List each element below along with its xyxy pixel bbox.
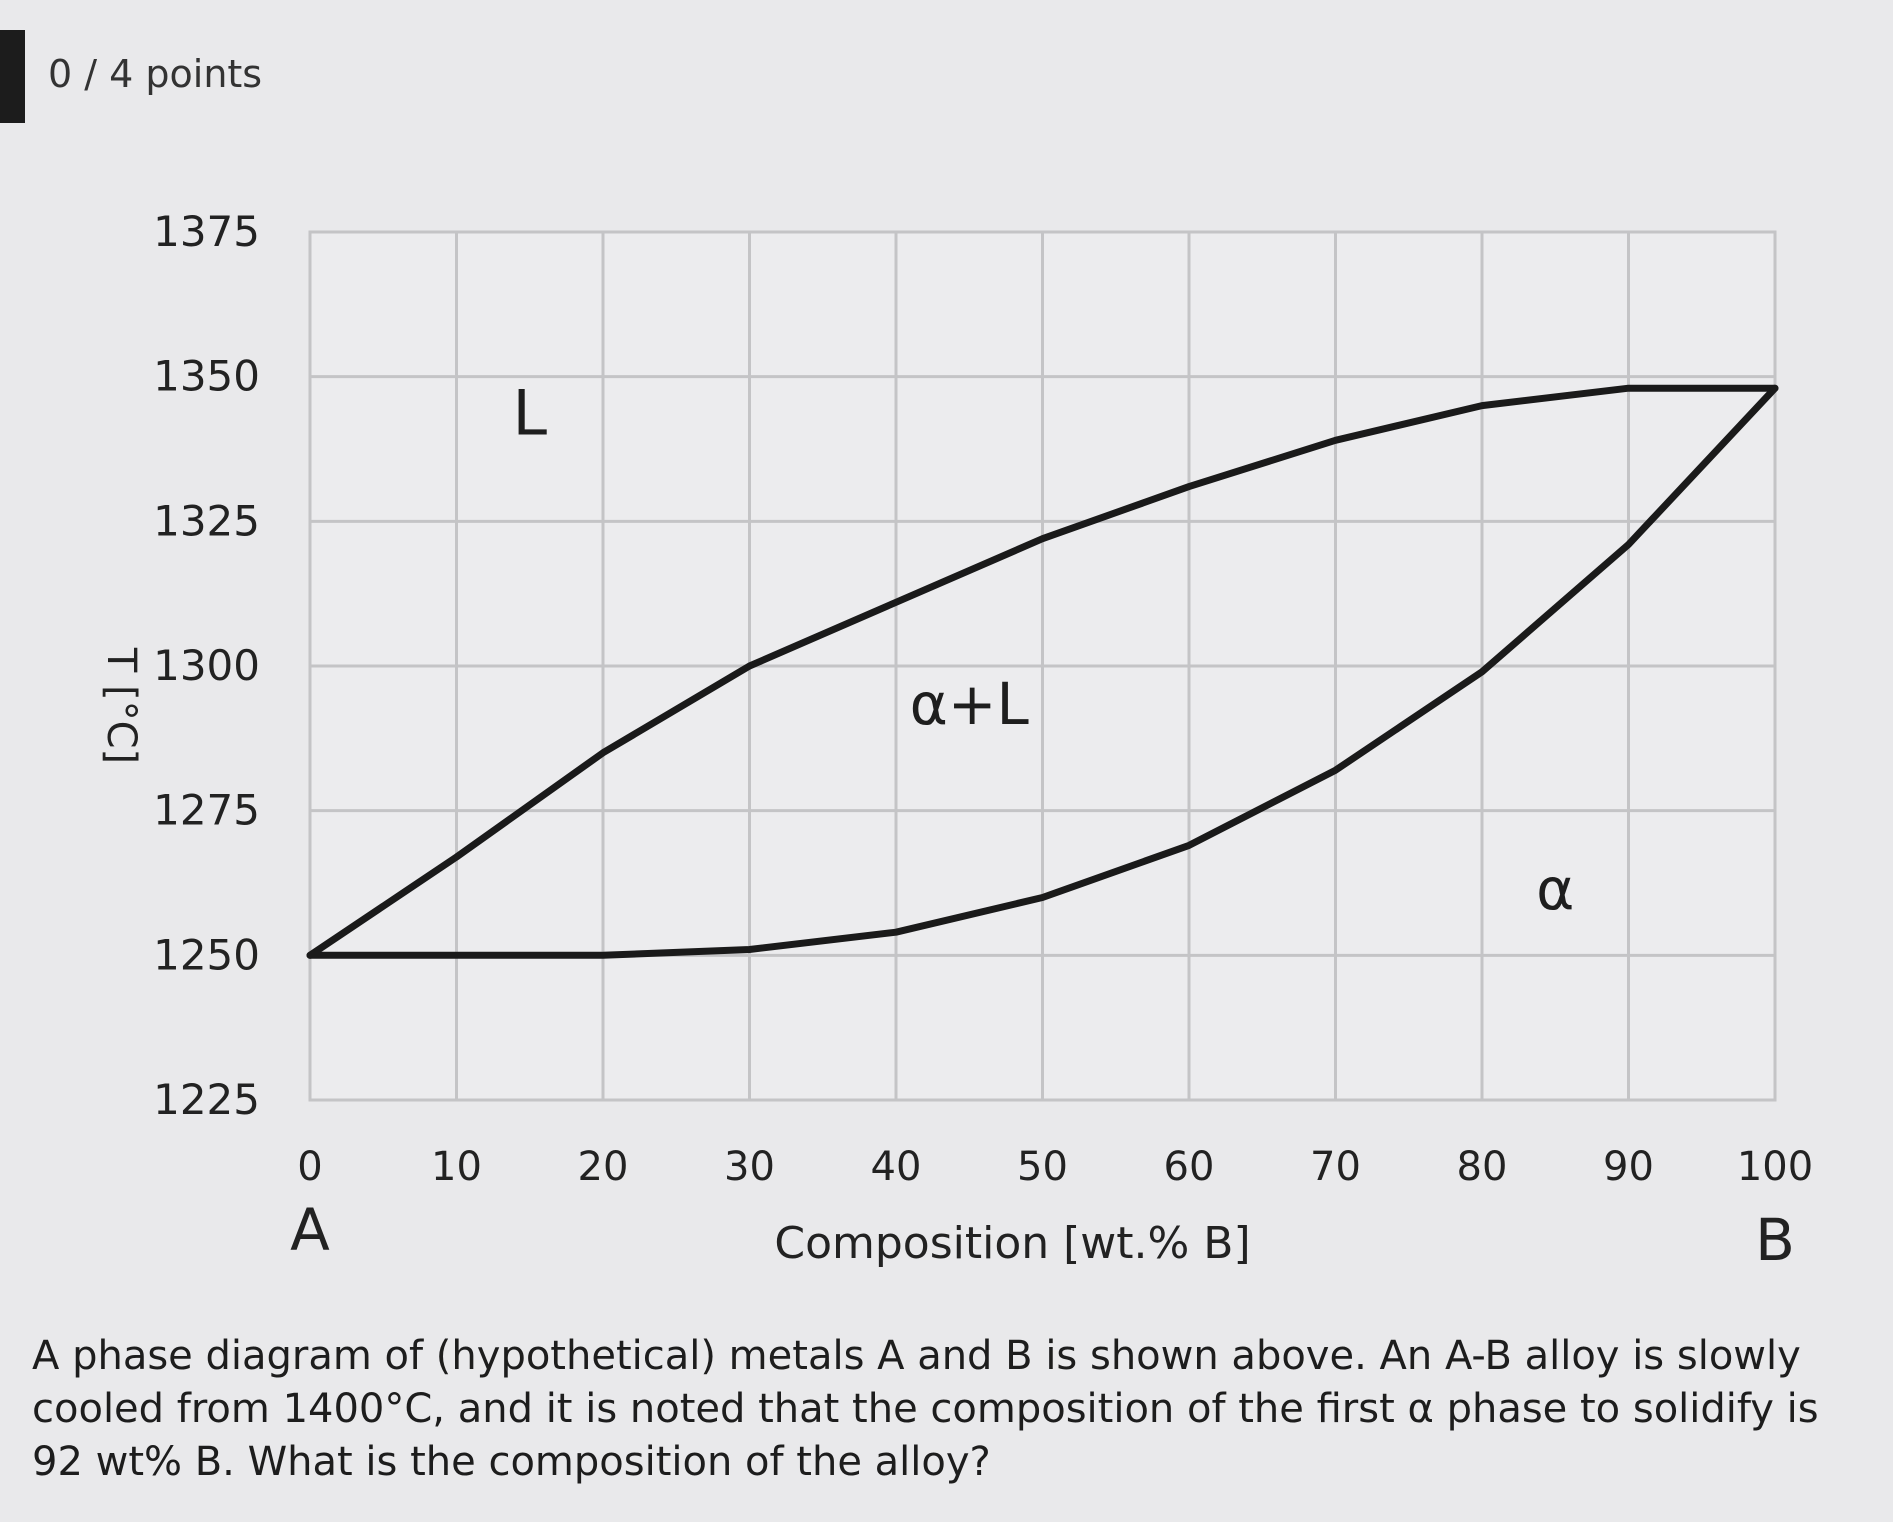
x-tick-label-8: 80 bbox=[1457, 1144, 1508, 1190]
end-label-b: B bbox=[1755, 1206, 1795, 1274]
chart-labels: Lα+L α bbox=[512, 377, 1574, 924]
chart-curves bbox=[306, 384, 1779, 959]
x-axis-label: Composition [wt.% B] bbox=[774, 1218, 1250, 1269]
y-tick-label-4: 1325 bbox=[153, 496, 260, 545]
region-label-liquid: L bbox=[512, 377, 547, 450]
y-tick-label-5: 1350 bbox=[153, 352, 260, 401]
question-line-1: A phase diagram of (hypothetical) metals… bbox=[32, 1333, 1801, 1379]
y-tick-label-2: 1275 bbox=[153, 786, 260, 835]
x-tick-label-0: 0 bbox=[297, 1144, 322, 1190]
x-tick-label-5: 50 bbox=[1017, 1144, 1068, 1190]
chart-ticks: 0 10 20 30 40 50 60 70 80 90 100 1225 1250 1275 1300 13… bbox=[98, 207, 1813, 1274]
points-label: 0 / 4 points bbox=[48, 52, 263, 96]
y-tick-label-0: 1225 bbox=[153, 1075, 260, 1124]
end-label-a: A bbox=[290, 1196, 330, 1264]
phase-diagram-chart: 0 10 20 30 40 50 60 70 80 90 100 1225 1250 1275 1300 13… bbox=[98, 207, 1813, 1274]
x-tick-label-10: 100 bbox=[1737, 1144, 1813, 1190]
y-tick-label-3: 1300 bbox=[153, 641, 260, 690]
question-line-3: 92 wt% B. What is the composition of the… bbox=[32, 1439, 991, 1485]
y-tick-label-6: 1375 bbox=[153, 207, 260, 256]
phase-boundary-curve-1 bbox=[306, 384, 1779, 959]
y-axis-label: T [°C] bbox=[98, 647, 144, 764]
x-tick-label-3: 30 bbox=[724, 1144, 775, 1190]
x-tick-label-9: 90 bbox=[1603, 1144, 1654, 1190]
x-tick-label-7: 70 bbox=[1310, 1144, 1361, 1190]
question-text: A phase diagram of (hypothetical) metals… bbox=[32, 1330, 1832, 1489]
x-tick-label-1: 10 bbox=[431, 1144, 482, 1190]
x-tick-label-2: 20 bbox=[578, 1144, 629, 1190]
chart-grid bbox=[308, 230, 1777, 1102]
region-label-alpha-liquid: α+L bbox=[910, 670, 1029, 738]
y-tick-label-1: 1250 bbox=[153, 930, 260, 979]
x-tick-label-6: 60 bbox=[1164, 1144, 1215, 1190]
region-label-alpha: α bbox=[1536, 855, 1574, 923]
phase-boundary-curve-0 bbox=[306, 384, 1779, 959]
question-line-2: cooled from 1400°C, and it is noted that… bbox=[32, 1386, 1819, 1432]
x-tick-label-4: 40 bbox=[871, 1144, 922, 1190]
left-accent-bar bbox=[0, 30, 25, 123]
